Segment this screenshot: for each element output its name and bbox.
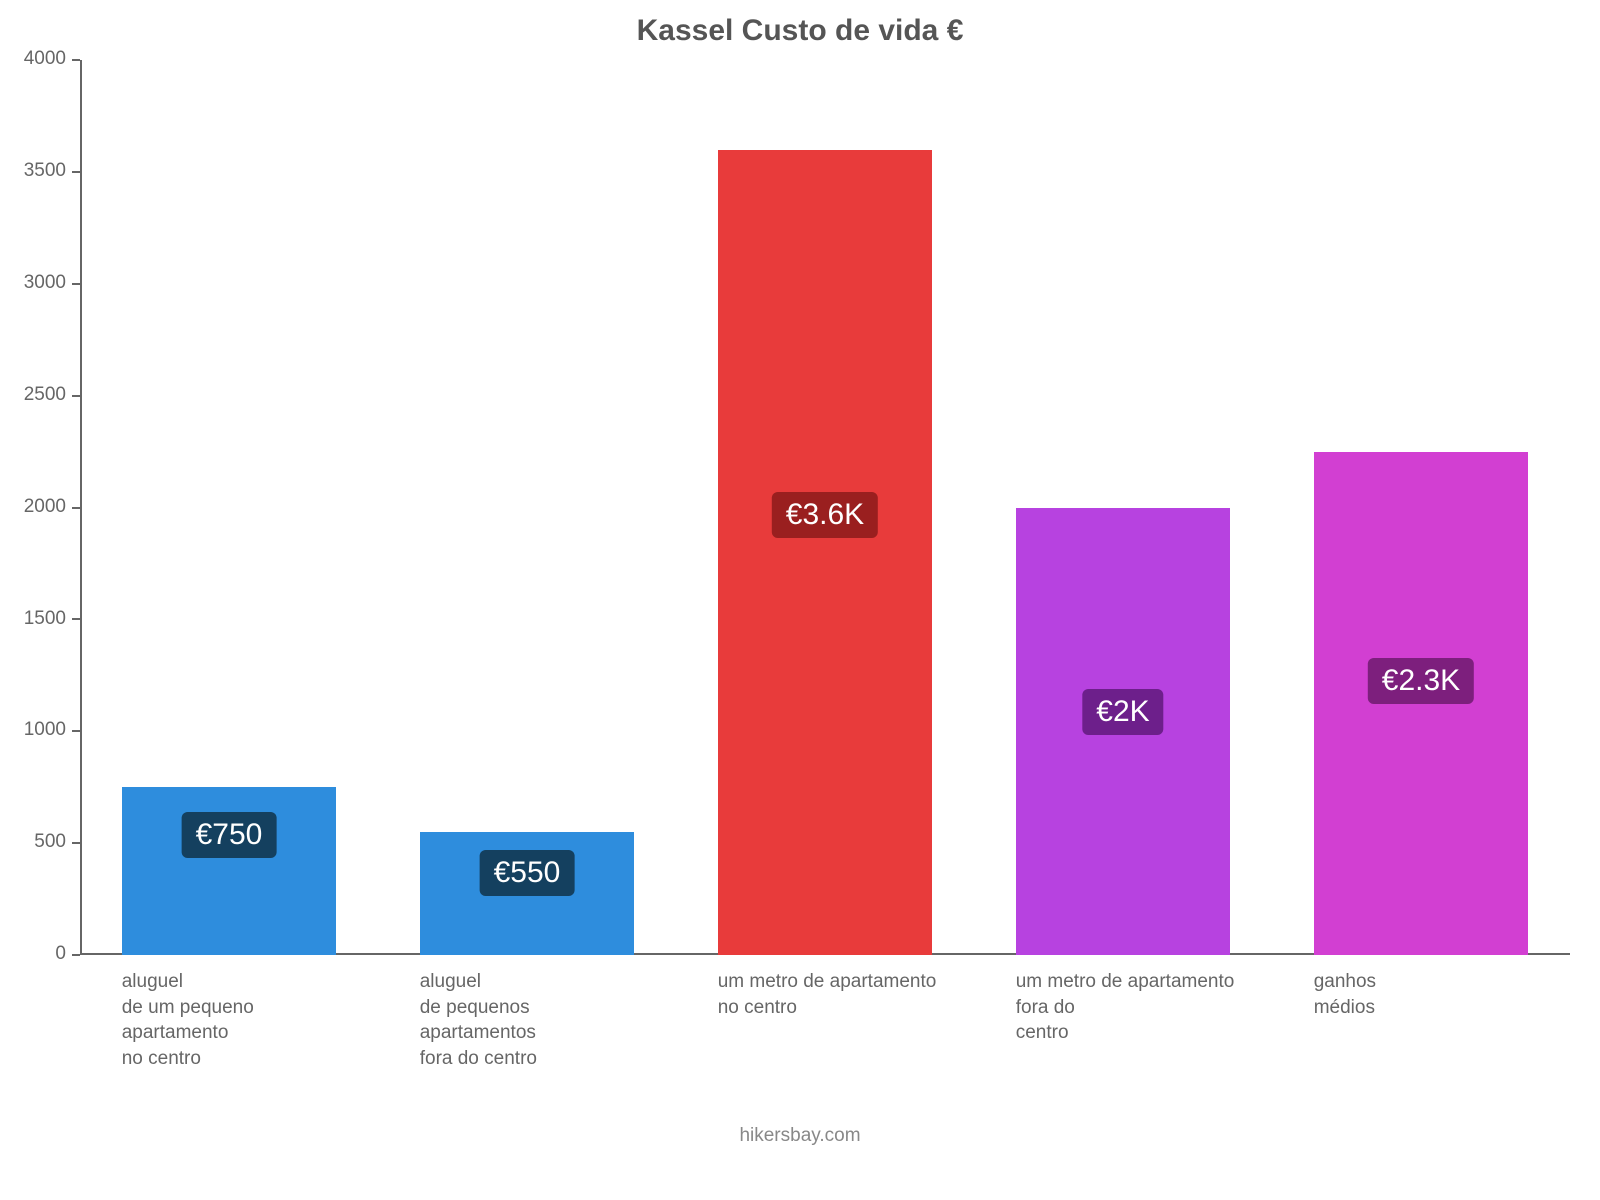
y-tick-label: 4000 bbox=[6, 48, 66, 70]
y-tick-mark bbox=[72, 730, 80, 732]
category-label: aluguel de pequenos apartamentos fora do… bbox=[420, 969, 665, 1072]
y-tick-label: 3000 bbox=[6, 272, 66, 294]
y-tick-mark bbox=[72, 507, 80, 509]
y-tick-mark bbox=[72, 954, 80, 956]
category-label: um metro de apartamento no centro bbox=[718, 969, 963, 1020]
y-tick-label: 2500 bbox=[6, 384, 66, 406]
y-tick-label: 2000 bbox=[6, 496, 66, 518]
y-axis-line bbox=[80, 60, 82, 955]
bar-value-label: €550 bbox=[480, 850, 575, 896]
y-tick-mark bbox=[72, 618, 80, 620]
chart-title: Kassel Custo de vida € bbox=[0, 14, 1600, 48]
y-tick-label: 1000 bbox=[6, 719, 66, 741]
y-tick-mark bbox=[72, 171, 80, 173]
y-tick-mark bbox=[72, 283, 80, 285]
plot-area: 05001000150020002500300035004000€750alug… bbox=[80, 60, 1570, 955]
bar-value-label: €2K bbox=[1082, 689, 1163, 735]
y-tick-label: 3500 bbox=[6, 160, 66, 182]
y-tick-mark bbox=[72, 395, 80, 397]
category-label: aluguel de um pequeno apartamento no cen… bbox=[122, 969, 367, 1072]
cost-of-living-chart: Kassel Custo de vida € 05001000150020002… bbox=[0, 0, 1600, 1200]
bar-value-label: €750 bbox=[182, 812, 277, 858]
chart-footer: hikersbay.com bbox=[0, 1125, 1600, 1147]
y-tick-label: 1500 bbox=[6, 608, 66, 630]
bar bbox=[718, 150, 933, 956]
y-tick-label: 0 bbox=[6, 943, 66, 965]
category-label: ganhos médios bbox=[1314, 969, 1559, 1020]
bar-value-label: €3.6K bbox=[772, 492, 878, 538]
y-tick-mark bbox=[72, 59, 80, 61]
y-tick-label: 500 bbox=[6, 831, 66, 853]
y-tick-mark bbox=[72, 842, 80, 844]
bar-value-label: €2.3K bbox=[1368, 658, 1474, 704]
category-label: um metro de apartamento fora do centro bbox=[1016, 969, 1261, 1046]
